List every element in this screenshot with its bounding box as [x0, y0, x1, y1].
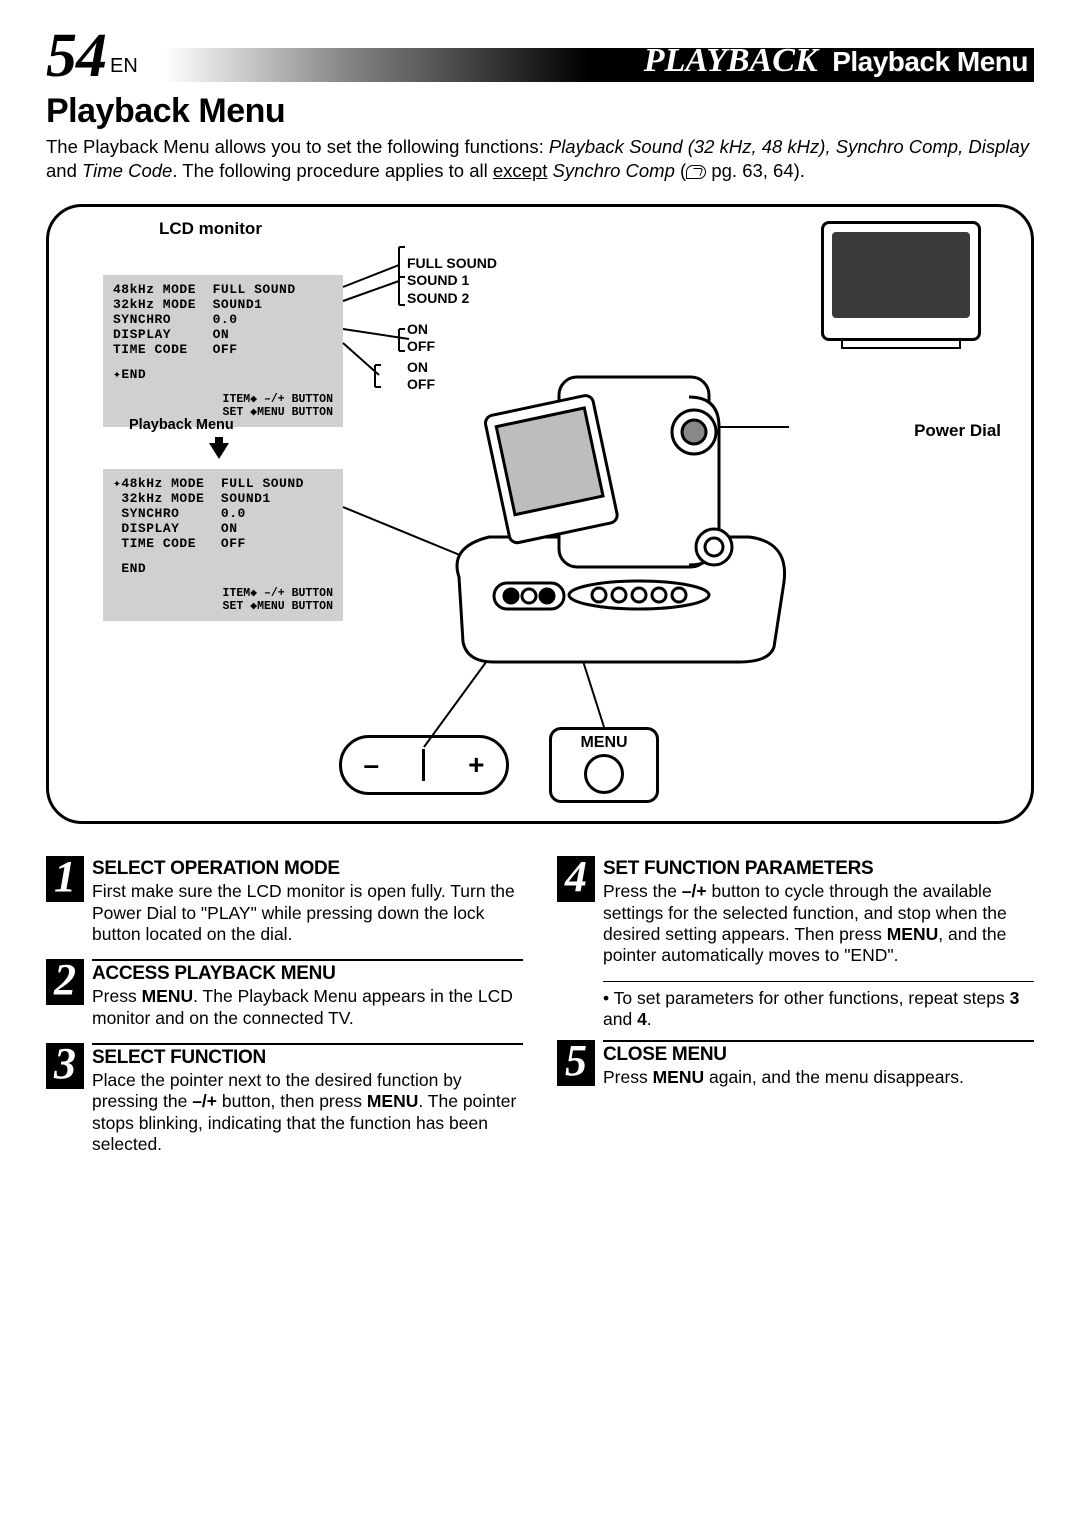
- step-4: 4 SET FUNCTION PARAMETERS Press the –/+ …: [557, 856, 1034, 966]
- step-4-title: SET FUNCTION PARAMETERS: [603, 856, 1034, 880]
- m1-r5: TIME CODE OFF: [113, 343, 333, 358]
- step-3: 3 SELECT FUNCTION Place the pointer next…: [46, 1043, 523, 1155]
- page-ref-icon: [686, 165, 706, 179]
- step-1: 1 SELECT OPERATION MODE First make sure …: [46, 856, 523, 945]
- minus-plus-button: – +: [339, 735, 509, 795]
- m1-r2: 32kHz MODE SOUND1: [113, 298, 333, 313]
- step-2-title: ACCESS PLAYBACK MENU: [92, 959, 523, 985]
- opt-fullsound: FULL SOUND: [407, 255, 497, 272]
- m2-end: END: [121, 561, 146, 576]
- step-1-title: SELECT OPERATION MODE: [92, 856, 523, 880]
- section-title: Playback Menu: [46, 92, 1034, 131]
- intro-except: except: [493, 160, 548, 181]
- step-4-text: Press the –/+ button to cycle through th…: [603, 881, 1034, 966]
- m1-r1: 48kHz MODE FULL SOUND: [113, 283, 333, 298]
- step-1-number: 1: [46, 856, 84, 902]
- step-2-text: Press MENU. The Playback Menu appears in…: [92, 986, 523, 1029]
- m2-r1: 48kHz MODE FULL SOUND: [121, 476, 304, 491]
- steps: 1 SELECT OPERATION MODE First make sure …: [46, 856, 1034, 1169]
- step-1-text: First make sure the LCD monitor is open …: [92, 881, 523, 945]
- m1-foot2: SET ◆MENU BUTTON: [223, 406, 333, 419]
- chapter-title: PLAYBACK Playback Menu: [644, 42, 1028, 80]
- intro-paragraph: The Playback Menu allows you to set the …: [46, 135, 1034, 182]
- m1-end: END: [121, 367, 146, 382]
- minus-icon: –: [364, 749, 380, 781]
- m2-foot1: ITEM◆ –/+ BUTTON: [223, 587, 333, 600]
- intro-pageref: pg. 63, 64: [711, 160, 793, 181]
- step-5-title: CLOSE MENU: [603, 1040, 1034, 1066]
- menu-panel-1: 48kHz MODE FULL SOUND 32kHz MODE SOUND1 …: [103, 275, 343, 427]
- intro-synchro: Synchro Comp: [547, 160, 675, 181]
- playback-menu-label: Playback Menu: [129, 417, 234, 433]
- camcorder-illustration: [439, 347, 799, 667]
- m1-r3: SYNCHRO 0.0: [113, 313, 333, 328]
- divider: [422, 749, 425, 781]
- tv-illustration: [821, 221, 981, 341]
- steps-col-left: 1 SELECT OPERATION MODE First make sure …: [46, 856, 523, 1169]
- m2-r4: DISPLAY ON: [121, 521, 237, 536]
- opt-sound2: SOUND 2: [407, 290, 497, 307]
- step-2-number: 2: [46, 959, 84, 1005]
- m1-foot1: ITEM◆ –/+ BUTTON: [223, 393, 333, 406]
- opt-sound1: SOUND 1: [407, 272, 497, 289]
- menu-button-label: MENU: [552, 734, 656, 752]
- m1-r4: DISPLAY ON: [113, 328, 333, 343]
- plus-icon: +: [468, 749, 484, 781]
- tv-base: [841, 341, 961, 349]
- step-3-text: Place the pointer next to the desired fu…: [92, 1070, 523, 1155]
- menu-panel-2: ✦48kHz MODE FULL SOUND 32kHz MODE SOUND1…: [103, 469, 343, 621]
- intro-lead: The Playback Menu allows you to set the …: [46, 136, 549, 157]
- page-header: 54 EN PLAYBACK Playback Menu: [46, 40, 1034, 82]
- step-5: 5 CLOSE MENU Press MENU again, and the m…: [557, 1040, 1034, 1088]
- step-3-number: 3: [46, 1043, 84, 1089]
- intro-funcs: Playback Sound (32 kHz, 48 kHz), Synchro…: [549, 136, 1029, 157]
- step-5-text: Press MENU again, and the menu disappear…: [603, 1067, 1034, 1088]
- steps-col-right: 4 SET FUNCTION PARAMETERS Press the –/+ …: [557, 856, 1034, 1169]
- step-2: 2 ACCESS PLAYBACK MENU Press MENU. The P…: [46, 959, 523, 1029]
- step-5-number: 5: [557, 1040, 595, 1086]
- m2-foot2: SET ◆MENU BUTTON: [223, 600, 333, 613]
- m2-r2: 32kHz MODE SOUND1: [121, 491, 270, 506]
- power-dial-label: Power Dial: [914, 421, 1001, 441]
- lcd-monitor-label: LCD monitor: [159, 219, 262, 239]
- menu-button-circle: [584, 754, 624, 794]
- menu-button-callout: MENU: [549, 727, 659, 803]
- chapter-italic: PLAYBACK: [644, 42, 818, 79]
- chapter-plain: Playback Menu: [832, 46, 1028, 77]
- opt-on1: ON: [407, 321, 497, 338]
- page-number-block: 54 EN: [46, 32, 138, 82]
- m2-r5: TIME CODE OFF: [121, 536, 246, 551]
- page-language: EN: [110, 55, 138, 78]
- m2-r3: SYNCHRO 0.0: [121, 506, 246, 521]
- diagram: LCD monitor FULL SOUND SOUND 1 SOUND 2 O…: [46, 204, 1034, 824]
- step-3-title: SELECT FUNCTION: [92, 1043, 523, 1069]
- step-4-number: 4: [557, 856, 595, 902]
- arrow-down-icon: [209, 443, 229, 459]
- intro-timecode: Time Code: [82, 160, 172, 181]
- repeat-steps-note: • To set parameters for other functions,…: [603, 981, 1034, 1031]
- page-number: 54: [46, 32, 106, 82]
